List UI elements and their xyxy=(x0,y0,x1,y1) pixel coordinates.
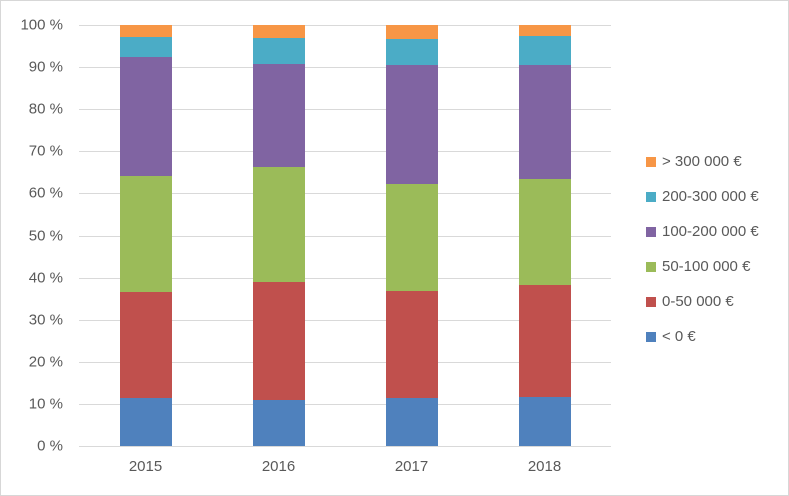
gridline xyxy=(79,277,611,279)
legend-label: 100-200 000 € xyxy=(662,223,759,240)
bar-segment-2015 xyxy=(119,397,172,446)
legend-label: > 300 000 € xyxy=(662,153,742,170)
gridline xyxy=(79,108,611,110)
legend-item: < 0 € xyxy=(646,319,759,354)
legend: > 300 000 € 200-300 000 € 100-200 000 € 50-… xyxy=(646,144,759,354)
legend-label: 0-50 000 € xyxy=(662,293,734,310)
y-tick-label: 30 % xyxy=(28,311,63,329)
legend-item: 200-300 000 € xyxy=(646,179,759,214)
gridline xyxy=(79,319,611,321)
legend-item: 50-100 000 € xyxy=(646,249,759,284)
bar-segment-2018 xyxy=(518,178,571,286)
bar-segment-2016 xyxy=(252,282,305,401)
bar-segment-2015 xyxy=(119,36,172,58)
bar-segment-2015 xyxy=(119,25,172,37)
legend-item: 100-200 000 € xyxy=(646,214,759,249)
bar-segment-2018 xyxy=(518,25,571,37)
y-tick-label: 70 % xyxy=(28,142,63,160)
y-tick-label: 10 % xyxy=(28,395,63,413)
bar-segment-2017 xyxy=(385,38,438,66)
legend-label: 50-100 000 € xyxy=(662,258,751,275)
legend-item: 0-50 000 € xyxy=(646,284,759,319)
legend-swatch-icon xyxy=(646,191,656,202)
gridline xyxy=(79,24,611,26)
x-tick-label: 2018 xyxy=(527,458,562,475)
gridline xyxy=(79,150,611,152)
bar-segment-2015 xyxy=(119,57,172,177)
gridline xyxy=(79,235,611,237)
x-tick-label: 2017 xyxy=(394,458,429,475)
bar-segment-2018 xyxy=(518,397,571,446)
legend-swatch-icon xyxy=(646,156,656,167)
gridline xyxy=(79,403,611,405)
x-tick-label: 2015 xyxy=(128,458,163,475)
y-tick-label: 60 % xyxy=(28,184,63,202)
legend-swatch-icon xyxy=(646,331,656,342)
legend-swatch-icon xyxy=(646,261,656,272)
bar-segment-2017 xyxy=(385,183,438,292)
y-tick-label: 80 % xyxy=(28,100,63,118)
bar-segment-2017 xyxy=(385,398,438,446)
gridline xyxy=(79,361,611,363)
bar-segment-2016 xyxy=(252,167,305,283)
legend-swatch-icon xyxy=(646,296,656,307)
bar-segment-2016 xyxy=(252,400,305,446)
bar-segment-2017 xyxy=(385,291,438,399)
y-tick-label: 100 % xyxy=(20,16,63,34)
bar-segment-2015 xyxy=(119,176,172,293)
legend-label: < 0 € xyxy=(662,328,696,345)
y-tick-label: 50 % xyxy=(28,227,63,244)
gridline xyxy=(79,445,611,447)
bar-segment-2015 xyxy=(119,292,172,398)
gridline xyxy=(79,66,611,68)
y-tick-label: 90 % xyxy=(28,58,63,76)
bar-segment-2016 xyxy=(252,63,305,168)
legend-swatch-icon xyxy=(646,226,656,237)
bar-segment-2018 xyxy=(518,285,571,398)
bar-segment-2016 xyxy=(252,37,305,64)
legend-label: 200-300 000 € xyxy=(662,188,759,205)
bar-segment-2018 xyxy=(518,64,571,179)
bar-segment-2017 xyxy=(385,25,438,39)
bar-segment-2018 xyxy=(518,36,571,65)
bar-segment-2016 xyxy=(252,25,305,38)
y-tick-label: 20 % xyxy=(28,353,63,371)
y-tick-label: 40 % xyxy=(28,269,63,287)
bar-segment-2017 xyxy=(385,65,438,184)
y-tick-label: 0 % xyxy=(37,437,63,455)
legend-item: > 300 000 € xyxy=(646,144,759,179)
x-tick-label: 2016 xyxy=(261,458,296,475)
gridline xyxy=(79,192,611,194)
